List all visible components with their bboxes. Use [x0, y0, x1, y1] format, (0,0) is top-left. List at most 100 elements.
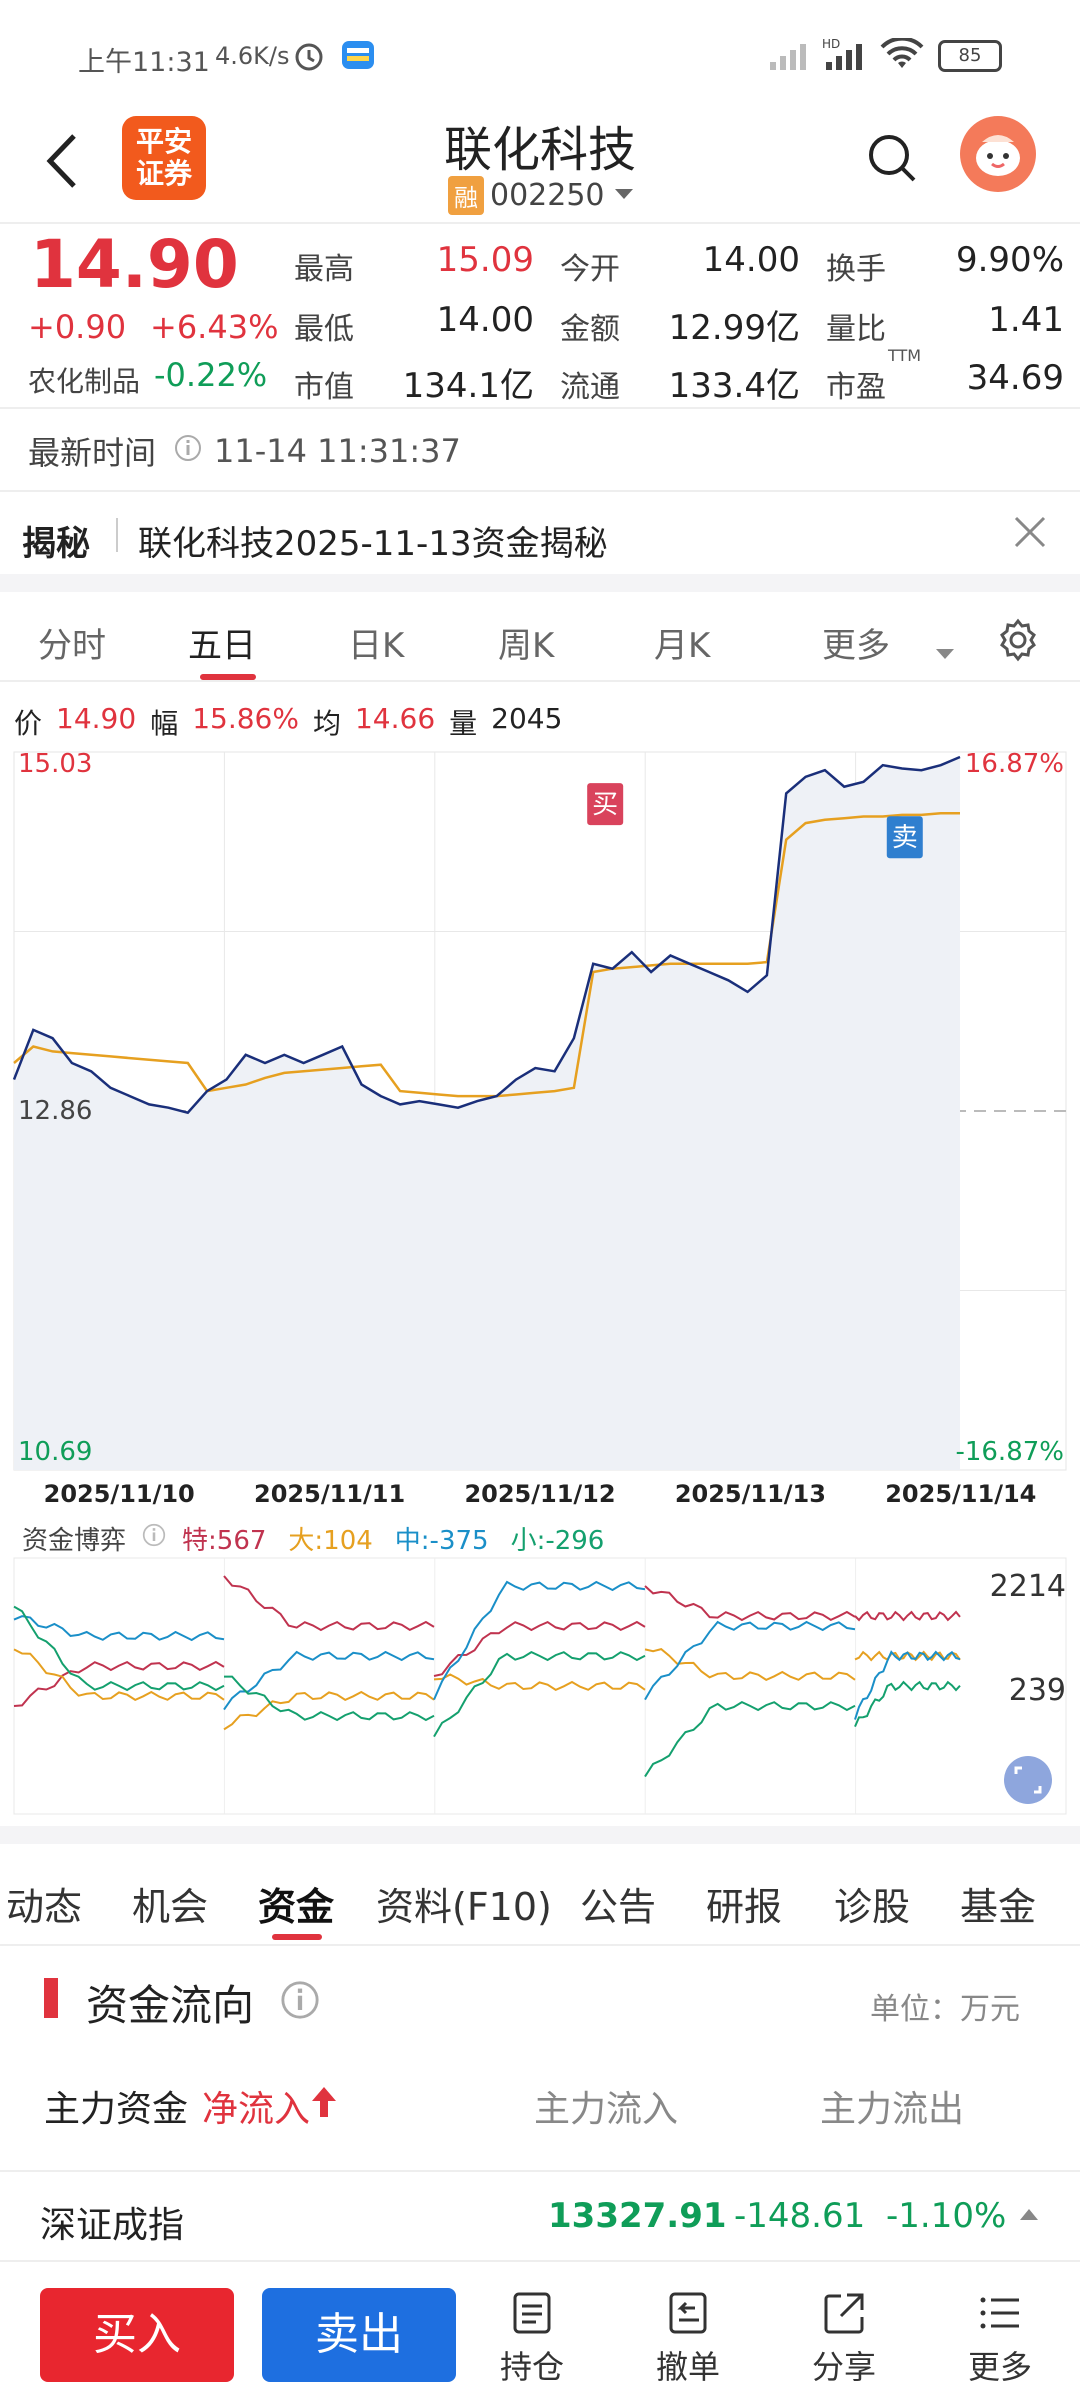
stock-name: 联化科技 [443, 122, 636, 178]
position-label: 持仓 [499, 2348, 564, 2386]
sector-name[interactable]: 农化制品 [28, 365, 141, 398]
avg-value: 14.66 [354, 702, 436, 735]
x-date-label: 2025/11/14 [885, 1480, 1036, 1508]
section-tab-5[interactable]: 研报 [706, 1885, 783, 1929]
main-outflow-label: 主力流出 [820, 2089, 965, 2130]
quote-label: 量比 [826, 312, 886, 347]
undo-icon [628, 2290, 748, 2336]
section-tab-7[interactable]: 基金 [960, 1885, 1037, 1929]
index-change-pct: -1.10% [886, 2196, 1007, 2236]
reveal-text: 联化科技2025-11-13资金揭秘 [138, 524, 608, 564]
main-fund-label: 主力资金 [44, 2089, 189, 2130]
trade-signal-marker [886, 816, 923, 859]
alarm-icon [292, 38, 326, 79]
fund-flow-line [223, 1650, 435, 1711]
x-date-label: 2025/11/13 [675, 1480, 826, 1508]
assistant-avatar[interactable] [960, 116, 1036, 192]
ttm-superscript: TTM [888, 346, 922, 365]
chevron-down-icon [613, 186, 635, 205]
share-button[interactable]: 分享 [784, 2290, 904, 2388]
section-tab-4[interactable]: 公告 [580, 1885, 657, 1929]
info-icon[interactable] [280, 1980, 320, 2024]
index-ticker-bar[interactable]: 深证成指 13327.91 -148.61 -1.10% [0, 2172, 1080, 2262]
buy-button[interactable]: 买入 [40, 2288, 234, 2382]
broker-logo[interactable]: 平安证券 [122, 116, 206, 200]
fund-legend-item: 中:-375 [394, 1526, 489, 1556]
cancel-order-button[interactable]: 撤单 [628, 2290, 748, 2388]
network-speed: 4.6K/s [215, 42, 290, 70]
index-change: -148.61 [734, 2196, 866, 2236]
trade-signal-label: 卖 [892, 823, 918, 853]
active-tab-indicator [200, 674, 256, 680]
share-label: 分享 [811, 2348, 876, 2386]
fullscreen-icon-bg [1004, 1756, 1052, 1804]
stock-code-selector[interactable]: 融 002250 [448, 176, 635, 215]
search-icon[interactable] [864, 130, 920, 190]
sell-button[interactable]: 卖出 [262, 2288, 456, 2382]
section-tabs: 动态 机会 资金 资料(F10) 公告 研报 诊股 基金 [0, 1870, 1080, 1940]
chart-tab-0[interactable]: 分时 [38, 626, 106, 666]
share-icon [784, 2290, 904, 2336]
quote-panel: 14.90 +0.90 +6.43% 农化制品 -0.22% 最高 15.09 今开… [0, 222, 1080, 407]
chart-info-row: 价 14.90 幅 15.86% 均 14.66 量 2045 [14, 702, 562, 742]
update-time-row: 最新时间 11-14 11:31:37 [28, 428, 461, 474]
fund-reveal-banner[interactable]: 揭秘 联化科技2025-11-13资金揭秘 [0, 492, 1080, 572]
quote-label: 换手 [826, 252, 886, 287]
chart-tab-1[interactable]: 五日 [188, 626, 256, 666]
chart-tab-5[interactable]: 更多 [822, 626, 890, 666]
chart-tab-2[interactable]: 日K [348, 626, 405, 666]
section-tab-2[interactable]: 资金 [258, 1885, 335, 1929]
y-axis-label: 12.86 [18, 1096, 92, 1126]
signal-icon [768, 40, 812, 79]
section-tab-1[interactable]: 机会 [132, 1885, 209, 1929]
section-tab-6[interactable]: 诊股 [834, 1885, 911, 1929]
position-button[interactable]: 持仓 [472, 2290, 592, 2388]
fund-legend-item: 小:-296 [510, 1526, 605, 1556]
amp-value: 15.86% [192, 702, 299, 735]
section-tab-3[interactable]: 资料(F10) [376, 1885, 552, 1929]
price-area [14, 757, 960, 1470]
fund-y-top-label: 2214 [990, 1569, 1066, 1604]
quote-label: 市值 [294, 370, 354, 405]
margin-badge: 融 [448, 176, 484, 215]
back-icon[interactable] [38, 128, 88, 198]
status-time: 上午11:31 [78, 47, 210, 78]
section-gap [0, 1826, 1080, 1844]
vol-value: 2045 [491, 702, 563, 735]
close-icon[interactable] [1010, 512, 1050, 556]
section-tab-0[interactable]: 动态 [6, 1885, 83, 1929]
quote-value: 14.00 [702, 240, 800, 280]
info-icon[interactable] [174, 432, 202, 470]
trade-signal-marker [587, 783, 624, 826]
fund-flow-line [644, 1700, 856, 1778]
chart-tab-3[interactable]: 周K [498, 626, 555, 666]
quote-value: 34.69 [966, 358, 1064, 398]
fund-flow-line [644, 1585, 856, 1622]
fullscreen-icon[interactable] [1004, 1756, 1052, 1804]
more-label: 更多 [967, 2348, 1032, 2386]
quote-value: 134.1亿 [402, 366, 534, 406]
quote-value: 133.4亿 [668, 366, 800, 406]
menu-icon [940, 2290, 1060, 2336]
fund-flow-line [13, 1660, 225, 1707]
status-bar: 上午11:31 4.6K/s HD 85 [0, 0, 1080, 110]
more-button[interactable]: 更多 [940, 2290, 1060, 2388]
settings-gear-icon[interactable] [996, 618, 1040, 671]
net-inflow-label: 净流入 [202, 2089, 311, 2130]
fund-flow-line [13, 1648, 225, 1702]
five-day-price-chart[interactable]: 15.03 12.86 10.69 16.87% -16.87% 2025/11/10 20… [0, 750, 1080, 1515]
hd-signal-icon: HD [822, 36, 866, 79]
y-axis-label: 15.03 [18, 750, 92, 779]
chart-tab-4[interactable]: 月K [654, 626, 711, 666]
arrow-up-icon [310, 2085, 338, 2128]
fund-game-chart[interactable]: 2214 239 [0, 1556, 1080, 1826]
divider [0, 2170, 1080, 2172]
fullscreen-icon-arrows [1014, 1766, 1042, 1794]
info-icon[interactable] [142, 1523, 166, 1554]
fund-flow-line [854, 1650, 961, 1720]
chevron-down-icon[interactable] [934, 630, 956, 670]
expand-up-icon[interactable] [1018, 2206, 1040, 2226]
fund-flow-line [223, 1575, 435, 1632]
index-name: 深证成指 [40, 2205, 185, 2246]
sector-change: -0.22% [154, 356, 268, 394]
